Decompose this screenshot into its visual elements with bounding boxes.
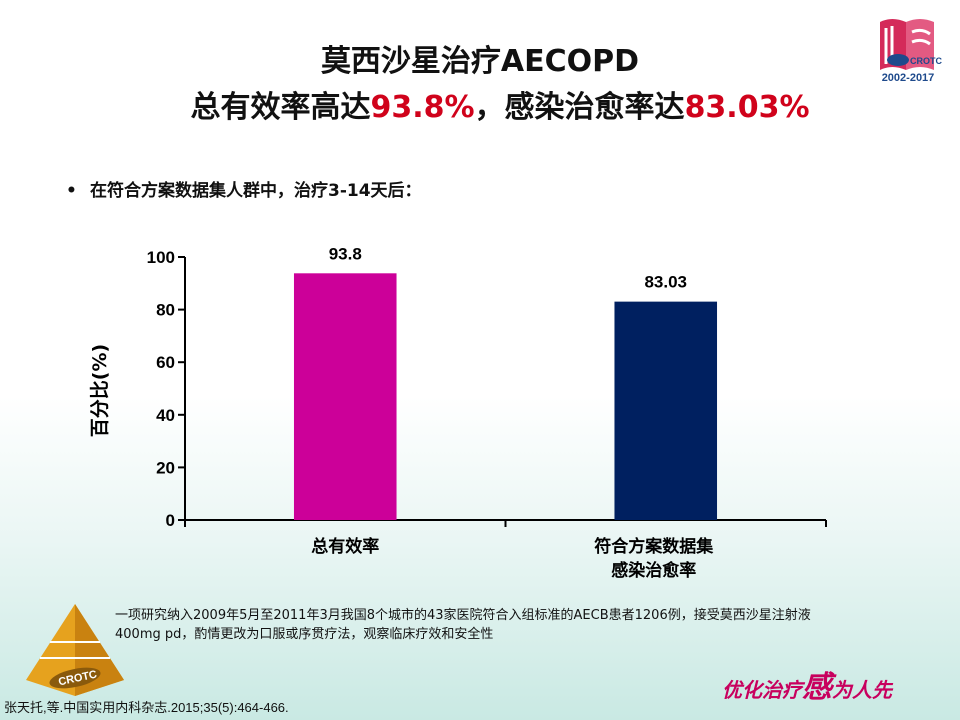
data-label: 93.8 bbox=[329, 244, 362, 263]
slide-title-line2: 总有效率高达93.8%，感染治愈率达83.03% bbox=[20, 90, 960, 126]
y-tick-label: 60 bbox=[156, 353, 175, 372]
bar bbox=[293, 273, 397, 520]
data-label: 83.03 bbox=[644, 273, 687, 292]
reference: 张天托,等.中国实用内科杂志.2015;35(5):464-466. bbox=[4, 700, 289, 715]
slogan-big-char: 感 bbox=[802, 670, 832, 705]
slide-title-line1: 莫西沙星治疗AECOPD bbox=[320, 44, 640, 79]
y-tick-label: 20 bbox=[156, 458, 175, 477]
slogan: 优化治疗感为人先 bbox=[722, 662, 892, 706]
study-note: 一项研究纳入2009年5月至2011年3月我国8个城市的43家医院符合入组标准的… bbox=[115, 608, 811, 642]
bullet-point: • 在符合方案数据集人群中，治疗3-14天后： bbox=[66, 176, 422, 201]
title-text-2: ，感染治愈率达 bbox=[474, 90, 685, 125]
x-axis bbox=[184, 519, 827, 527]
y-tick-label: 100 bbox=[147, 248, 175, 267]
title-value-cure: 83.03% bbox=[684, 90, 810, 125]
title-value-efficacy: 93.8% bbox=[370, 90, 475, 125]
logo-text: CROTC bbox=[910, 56, 942, 66]
bar bbox=[614, 301, 718, 520]
value-labels: 93.8 83.03 bbox=[329, 244, 687, 291]
y-axis: 0 20 40 60 80 100 bbox=[147, 248, 186, 530]
y-tick-label: 40 bbox=[156, 406, 175, 425]
category-label: 总有效率 bbox=[311, 536, 379, 557]
y-tick-label: 0 bbox=[166, 511, 175, 530]
y-tick-label: 80 bbox=[156, 301, 175, 320]
category-label: 符合方案数据集 bbox=[594, 536, 714, 557]
crotc-pyramid-icon: CROTC bbox=[26, 604, 124, 696]
slogan-part1: 优化治疗 bbox=[722, 678, 802, 702]
y-axis-label: 百分比(%) bbox=[89, 344, 111, 437]
bullet-text: 在符合方案数据集人群中，治疗3-14天后： bbox=[90, 181, 422, 201]
category-label: 感染治愈率 bbox=[611, 560, 696, 581]
slogan-part2: 为人先 bbox=[832, 678, 892, 702]
crotc-book-logo-icon: CROTC bbox=[880, 19, 942, 70]
title-text-1: 总有效率高达 bbox=[190, 90, 371, 125]
logo-years: 2002-2017 bbox=[881, 72, 935, 84]
bars bbox=[293, 273, 718, 520]
bullet-marker: • bbox=[66, 181, 77, 201]
